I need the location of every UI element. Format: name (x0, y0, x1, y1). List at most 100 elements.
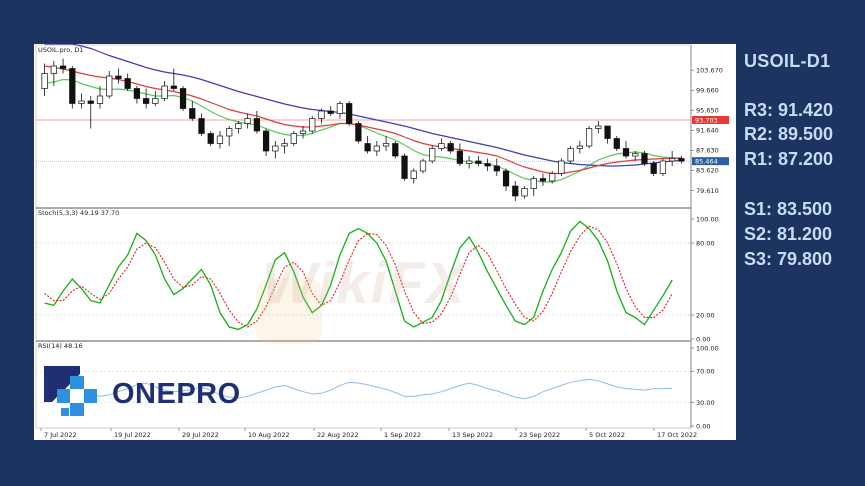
candle-body (152, 98, 159, 104)
candle-body (401, 155, 408, 179)
date-tick: 7 Jul 2022 (44, 431, 77, 439)
logo-mark-icon (44, 366, 97, 416)
candle-body (124, 78, 131, 89)
candle-body (595, 125, 602, 129)
ma-red-line (44, 65, 682, 175)
rsi-tick: 100.00 (696, 344, 719, 352)
date-tick: 1 Sep 2022 (384, 431, 421, 439)
price-tick: 99.660 (696, 87, 719, 95)
ma-blue-line (44, 44, 682, 167)
candle-body (382, 143, 390, 147)
candle-body (650, 163, 657, 174)
price-tick: 79.610 (696, 187, 719, 195)
candle-body (576, 145, 583, 149)
stoch-tick: 100.00 (696, 215, 719, 223)
level-s1: S1: 83.500 (744, 199, 833, 219)
last-price-tag-bg (692, 157, 729, 166)
candle-body (133, 88, 141, 99)
stoch-d-line (44, 225, 673, 328)
candle-body (309, 118, 316, 132)
candle-body (622, 148, 630, 157)
candle-body (558, 160, 565, 174)
candle-body (530, 178, 537, 189)
candle-body (170, 85, 177, 89)
candle-body (659, 160, 667, 174)
candle-body (41, 73, 48, 89)
level-s2: S2: 81.200 (744, 224, 833, 244)
rsi-chart-layer (36, 371, 691, 403)
resistance-price-tag-bg (692, 115, 729, 124)
candle-body (327, 110, 334, 114)
candle-body (641, 153, 648, 164)
stoch-tick: 20.00 (696, 311, 715, 319)
rsi-tick: 0.00 (696, 422, 710, 430)
candle-body (87, 100, 94, 104)
candle-body (115, 75, 122, 79)
last-price-tag: 85.464 (695, 158, 718, 166)
resistance-price-tag: 93.703 (695, 116, 718, 124)
levels-panel: USOIL-D1 R3: 91.420 R2: 89.500 R1: 87.200 S… (744, 0, 865, 486)
candle-body (493, 165, 500, 172)
candle-body (521, 188, 528, 197)
watermark-badge (256, 278, 322, 344)
candle-body (244, 118, 251, 124)
price-tick: 91.640 (696, 127, 719, 135)
date-tick: 17 Oct 2022 (657, 431, 697, 439)
rsi-tick: 70.00 (696, 368, 715, 376)
candle-body (318, 110, 325, 119)
date-tick: 23 Sep 2022 (519, 431, 560, 439)
candle-body (253, 118, 260, 132)
candle-body (429, 148, 436, 162)
ma-green-line (44, 78, 682, 183)
candle-body (161, 85, 168, 99)
candle-body (632, 153, 639, 157)
candle-body (502, 170, 510, 187)
stoch-chart-title: Stoch(5,3,3) 49.19 37.70 (38, 209, 119, 217)
candle-body (69, 68, 76, 104)
candle-body (106, 75, 113, 97)
level-r3: R3: 91.420 (744, 100, 834, 120)
candle-body (410, 170, 417, 179)
candle-body (364, 143, 371, 152)
candle-body (438, 143, 445, 149)
stoch-tick: 0.00 (696, 335, 710, 343)
candle-body (207, 133, 214, 144)
candle-body (604, 125, 611, 139)
candle-body (678, 158, 685, 162)
candle-body (669, 158, 676, 162)
candle-body (272, 145, 279, 152)
date-tick: 29 Jul 2022 (182, 431, 219, 439)
main-chart-layer (36, 44, 691, 201)
candle-body (290, 133, 297, 144)
candle-body (226, 128, 233, 137)
candle-body (198, 118, 205, 134)
chart-card: USOIL.pro, D1 Stoch(5,3,3) 49.19 37.70 R… (34, 44, 736, 440)
price-tick: 83.620 (696, 167, 719, 175)
logo-text: ONEPRO (112, 378, 241, 410)
candle-body (373, 145, 380, 152)
candle-body (447, 143, 454, 152)
stoch-chart-layer (36, 220, 691, 331)
candle-body (189, 108, 196, 119)
candle-body (585, 128, 593, 147)
candle-body (475, 160, 482, 164)
stoch-tick: 80.00 (696, 239, 715, 247)
date-tick: 19 Jul 2022 (114, 431, 151, 439)
price-tick: 103.670 (696, 66, 723, 74)
candle-body (549, 173, 556, 182)
price-tick: 95.650 (696, 107, 719, 115)
candle-body (456, 150, 464, 164)
symbol-title: USOIL-D1 (744, 51, 831, 71)
candle-body (299, 130, 307, 134)
candle-body (281, 143, 288, 147)
candle-body (336, 103, 344, 114)
candle-body (262, 130, 270, 152)
rsi-chart-title: RSI(14) 48.16 (38, 342, 83, 350)
level-r2: R2: 89.500 (744, 124, 834, 144)
candle-body (179, 88, 187, 109)
candle-body (59, 65, 67, 69)
candle-body (539, 178, 547, 182)
date-tick: 5 Oct 2022 (589, 431, 625, 439)
date-tick: 13 Sep 2022 (452, 431, 493, 439)
candle-body (346, 103, 353, 124)
